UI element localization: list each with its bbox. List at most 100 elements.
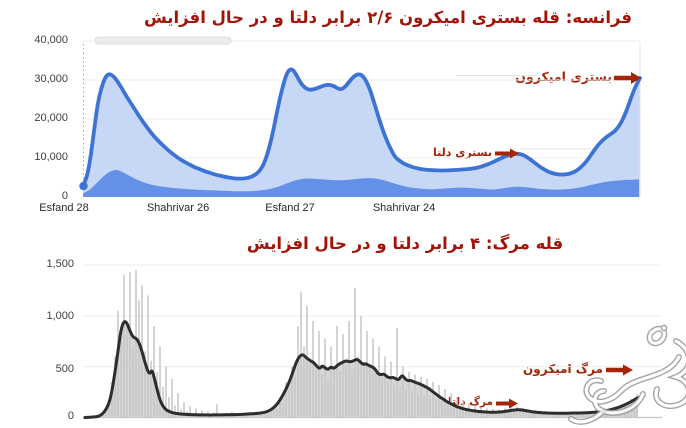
deaths-bar	[132, 346, 134, 418]
bottom-y-tick-1000: 1,000	[46, 310, 74, 322]
deaths-bar	[318, 331, 320, 418]
deaths-bar	[270, 411, 272, 418]
deaths-bar	[306, 305, 308, 418]
watermark-stroke-core	[648, 327, 666, 345]
deaths-bar	[408, 371, 410, 418]
bottom-y-tick-500: 500	[55, 363, 74, 375]
deaths-bar	[144, 351, 146, 418]
omicron-hospitalization-arrow-right-icon	[614, 72, 641, 84]
top-x-tick-shahrivar-26: Shahrivar 26	[146, 202, 210, 214]
deaths-bar	[447, 403, 449, 418]
deaths-bar	[417, 393, 419, 418]
deaths-bar	[465, 408, 467, 418]
deaths-bar	[105, 408, 107, 418]
deaths-bar	[174, 405, 176, 418]
deaths-bar	[129, 272, 131, 418]
deaths-bar	[402, 366, 404, 418]
bottom-y-tick-0: 0	[67, 410, 74, 422]
deaths-bar	[267, 409, 269, 418]
watermark-stroke-core	[584, 355, 681, 404]
deaths-bar	[561, 414, 563, 418]
deaths-bar	[570, 412, 572, 418]
deaths-bar	[162, 387, 164, 418]
deaths-bar	[246, 415, 248, 418]
annotation-delta-hospitalization: بستری دلتا	[433, 146, 492, 159]
deaths-bar	[114, 356, 116, 418]
delta-hospitalization-arrow-right-icon	[495, 148, 519, 159]
deaths-bar	[258, 414, 260, 418]
deaths-bar	[528, 409, 530, 418]
deaths-bar	[564, 412, 566, 418]
hospitalizations-severe-area	[83, 169, 639, 197]
bottom-chart-title: قله مرگ: ۴ برابر دلتا و در حال افزایش	[246, 234, 564, 253]
deaths-bar	[324, 338, 326, 418]
deaths-bar	[165, 366, 167, 418]
deaths-bar	[240, 416, 242, 418]
deaths-bar	[567, 414, 569, 418]
watermark-stroke-core	[654, 339, 686, 408]
deaths-bar	[168, 397, 170, 418]
deaths-bar	[504, 408, 506, 418]
deaths-bar	[354, 288, 356, 418]
deaths-bar	[111, 381, 113, 418]
deaths-bar	[336, 326, 338, 418]
deaths-bar	[288, 389, 290, 418]
deaths-bar	[282, 402, 284, 418]
deaths-bar	[228, 415, 230, 418]
deaths-bar	[555, 413, 557, 418]
deaths-bar	[147, 295, 149, 418]
deaths-bar	[387, 381, 389, 418]
deaths-bar	[327, 378, 329, 418]
deaths-bar	[588, 412, 590, 418]
deaths-bar	[108, 399, 110, 418]
deaths-bar	[264, 413, 266, 418]
deaths-bar	[309, 361, 311, 418]
watermark-stroke-core	[569, 409, 605, 424]
top-y-tick-30000: 30,000	[34, 73, 68, 85]
deaths-bar	[339, 371, 341, 418]
deaths-bar	[279, 397, 281, 418]
deaths-bar	[552, 411, 554, 418]
deaths-bar	[333, 366, 335, 418]
deaths-bar	[276, 408, 278, 418]
annotation-omicron-death: مرگ امیکرون	[523, 362, 603, 376]
deaths-bar	[138, 300, 140, 418]
deaths-bar	[357, 356, 359, 418]
top-y-tick-20000: 20,000	[34, 112, 68, 124]
deaths-bar	[432, 381, 434, 418]
deaths-bar	[429, 397, 431, 418]
deaths-bar	[531, 412, 533, 418]
deaths-bar	[378, 346, 380, 418]
deaths-bar	[351, 368, 353, 418]
deaths-bar	[423, 395, 425, 418]
deaths-bar	[549, 413, 551, 418]
deaths-bar	[411, 391, 413, 418]
deaths-bar	[330, 346, 332, 418]
deaths-bar	[390, 361, 392, 418]
deaths-bar	[321, 374, 323, 418]
deaths-bar	[540, 410, 542, 418]
top-x-tick-esfand-27: Esfand 27	[265, 202, 315, 214]
deaths-bar	[297, 326, 299, 418]
bottom-y-tick-1500: 1,500	[46, 258, 74, 270]
deaths-bar	[579, 414, 581, 418]
deaths-bar	[393, 385, 395, 418]
deaths-bar	[189, 406, 191, 418]
deaths-bar	[405, 389, 407, 418]
deaths-bar	[348, 320, 350, 418]
deaths-bar	[495, 412, 497, 418]
deaths-bar	[585, 414, 587, 418]
deaths-bar	[150, 360, 152, 418]
deaths-bar	[177, 393, 179, 418]
deaths-bar	[117, 310, 119, 418]
deaths-bar	[102, 413, 104, 418]
top-y-tick-0: 0	[61, 190, 68, 202]
deaths-bar	[360, 315, 362, 418]
deaths-bar	[135, 270, 137, 418]
deaths-bar	[285, 381, 287, 418]
tooltip-remnant-pill	[94, 36, 232, 45]
annotation-delta-death: مرگ دلتا	[448, 396, 493, 408]
deaths-bar	[294, 376, 296, 418]
deaths-bar	[291, 366, 293, 418]
